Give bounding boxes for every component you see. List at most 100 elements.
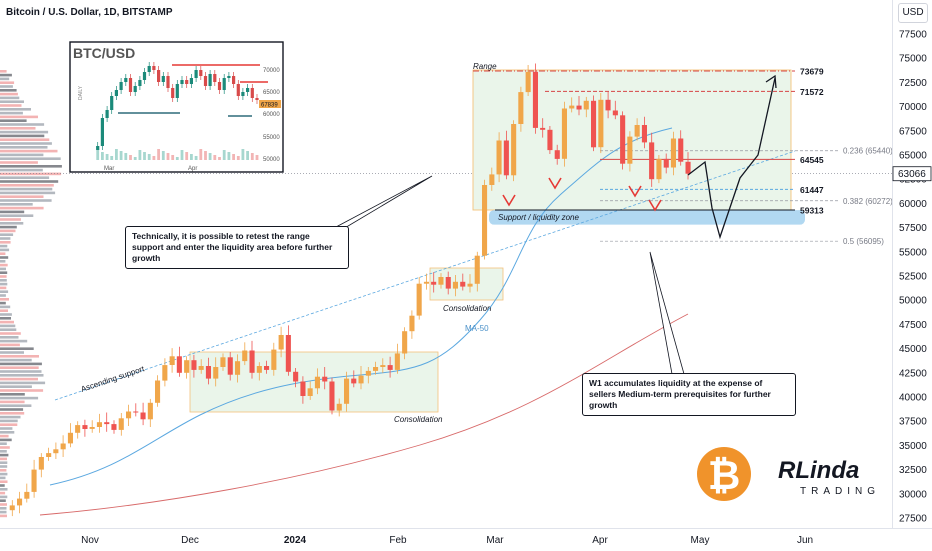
volume-profile-bar — [0, 465, 8, 468]
volume-profile-bar — [0, 229, 16, 233]
candle-body — [24, 491, 30, 499]
inset-candle-body — [208, 74, 212, 86]
candle-body — [496, 140, 502, 175]
volume-profile-bar — [0, 469, 7, 472]
inset-volume-bar — [185, 152, 189, 160]
volume-profile-bar — [0, 431, 15, 434]
inset-y-tick: 55000 — [263, 135, 280, 141]
candle-body — [474, 255, 480, 284]
volume-profile-bar — [0, 472, 8, 476]
candle-body — [96, 422, 102, 427]
inset-volume-bar — [171, 155, 175, 160]
candle-body — [373, 367, 379, 371]
volume-profile-bar — [0, 343, 20, 347]
volume-profile-bar — [0, 271, 8, 274]
volume-profile-bar — [0, 260, 6, 263]
volume-profile-bar — [0, 176, 50, 179]
candle-body — [53, 449, 59, 454]
inset-chart: BTC/USD DAILY 70000 65000 60000 55000 50000 Mar… — [69, 41, 284, 173]
volume-profile-bar — [0, 256, 9, 259]
volume-profile-bar — [0, 355, 39, 358]
inset-y-tick: 70000 — [263, 68, 280, 74]
ma50-line — [49, 127, 673, 486]
inset-volume-bar — [166, 153, 170, 160]
range-label: Range — [473, 62, 497, 71]
inset-candle-body — [213, 74, 217, 82]
volume-profile-bar — [0, 180, 59, 183]
brand-logo-bottom: TRADING — [800, 486, 880, 497]
chart-header-title: Bitcoin / U.S. Dollar, 1D, BITSTAMP — [6, 7, 173, 18]
volume-profile-bar — [0, 317, 11, 320]
inset-candle-body — [100, 118, 104, 146]
consolidation-label-2: Consolidation — [443, 304, 492, 313]
range-box — [472, 69, 792, 211]
inset-candle-body — [157, 70, 161, 82]
callout-right-pointer — [649, 251, 685, 375]
candle-body — [89, 427, 95, 429]
level-71572-label: 71572 — [800, 87, 824, 97]
candle-body — [235, 361, 241, 375]
volume-profile-bar — [0, 142, 52, 145]
inset-title: BTC/USD — [73, 45, 135, 61]
volume-profile-bar — [0, 446, 10, 449]
inset-y-tick: 60000 — [263, 112, 280, 118]
inset-candle-body — [119, 82, 123, 90]
candle-body — [569, 105, 575, 109]
volume-profile-bar — [0, 184, 54, 187]
inset-candle-body — [246, 88, 250, 92]
inset-candle-body — [161, 76, 165, 82]
volume-profile-bar — [0, 404, 32, 407]
volume-profile-bar — [0, 214, 34, 217]
candle-body — [162, 365, 168, 381]
inset-candle-body — [114, 90, 118, 96]
volume-profile-bar — [0, 138, 50, 141]
candle-body — [67, 432, 73, 444]
candle-body — [46, 453, 52, 457]
inset-candle-body — [138, 80, 142, 86]
inset-candle-body — [96, 146, 100, 150]
callout-left: Technically, it is possible to retest th… — [125, 226, 349, 269]
volume-profile-bar — [0, 313, 12, 316]
volume-profile-bar — [0, 415, 21, 419]
inset-volume-bar — [138, 150, 142, 160]
candle-body — [678, 138, 684, 162]
volume-profile-bar — [0, 507, 7, 510]
projection-arrowhead — [765, 74, 777, 89]
volume-profile-bar — [0, 279, 7, 282]
volume-profile-bar — [0, 370, 42, 373]
inset-volume-bar — [180, 150, 184, 160]
candle-body — [242, 350, 248, 362]
reaction-arrow-red — [502, 194, 516, 207]
candle-body — [656, 158, 662, 180]
candle-body — [220, 357, 226, 367]
brand-logo-top: RLinda — [778, 457, 859, 484]
volume-profile-bar — [0, 347, 34, 350]
volume-profile-bar — [0, 233, 14, 236]
volume-profile-bar — [0, 351, 24, 354]
volume-profile-bar — [0, 275, 7, 278]
volume-profile-bar — [0, 225, 17, 229]
candle-body — [9, 505, 15, 511]
volume-profile-bar — [0, 244, 8, 248]
inset-candle-body — [203, 76, 208, 86]
time-axis-panel[interactable] — [0, 528, 932, 551]
inset-candle-body — [185, 80, 189, 84]
candle-body — [489, 174, 495, 185]
inset-volume-bar — [105, 154, 109, 160]
candle-body — [104, 422, 110, 425]
inset-x-tick: Apr — [188, 166, 197, 172]
inset-candle-body — [236, 84, 240, 96]
volume-profile-bar — [0, 77, 10, 81]
candle-body — [583, 100, 589, 110]
currency-button[interactable]: USD — [898, 3, 928, 23]
price-axis-panel[interactable] — [892, 0, 932, 528]
consolidation-label-1: Consolidation — [394, 415, 443, 424]
candle-body — [670, 138, 676, 168]
inset-candle-body — [128, 78, 133, 92]
candle-body — [111, 424, 117, 430]
volume-profile-bar — [0, 195, 44, 198]
candle-body — [518, 92, 524, 124]
candle-body — [322, 376, 328, 382]
volume-profile-bar — [0, 503, 7, 506]
